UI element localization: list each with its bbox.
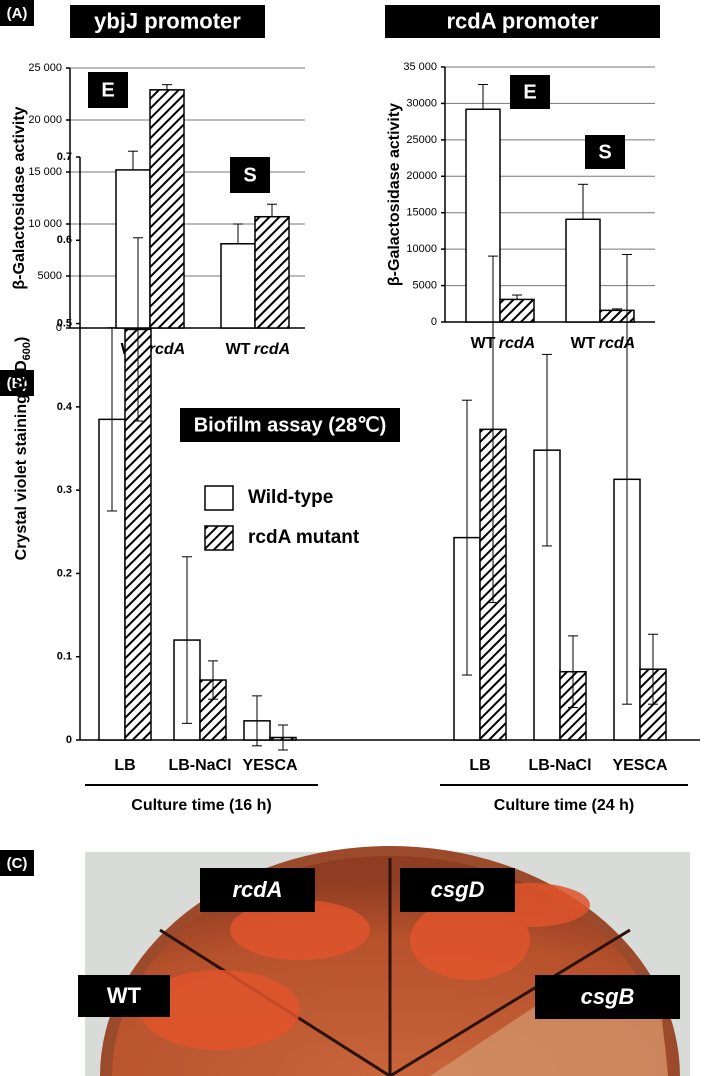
x-tick-label: WT <box>571 335 596 352</box>
x-tick-label: WT <box>226 341 251 358</box>
category-label: S <box>243 164 256 186</box>
y-tick-label: 20000 <box>406 170 437 182</box>
label-box <box>200 868 315 912</box>
y-tick-label: 10 000 <box>28 218 62 230</box>
x-tick-label: LB-NaCl <box>528 757 591 774</box>
bar <box>254 215 290 329</box>
bar <box>149 89 185 329</box>
label-box <box>585 135 625 169</box>
label-box <box>535 975 680 1019</box>
x-tick-label: LB <box>114 757 135 774</box>
x-tick-label: rcdA <box>499 335 535 352</box>
y-tick-label: 0.2 <box>57 567 72 579</box>
x-tick-label: rcdA <box>254 341 290 358</box>
label-box <box>78 975 170 1017</box>
y-tick-label: 0.6 <box>57 234 72 246</box>
bar <box>465 108 501 323</box>
legend-label: Wild-type <box>248 487 333 508</box>
y-axis-label-part: Crystal violet staining (OD <box>13 360 30 560</box>
panel-label: (A) <box>7 5 28 22</box>
label-box <box>88 72 128 108</box>
x-tick-label: LB <box>469 757 490 774</box>
y-tick-label: 0.3 <box>57 484 72 496</box>
legend-swatch <box>204 485 234 511</box>
category-label: E <box>523 81 536 103</box>
y-tick-label: 25 000 <box>28 62 62 74</box>
panel-label: (B) <box>7 375 28 392</box>
y-axis-label-part: ) <box>13 337 30 342</box>
category-label: S <box>598 141 611 163</box>
x-tick-label: WT <box>471 335 496 352</box>
strain-label: WT <box>107 983 142 1008</box>
y-tick-label: 0.1 <box>57 651 72 663</box>
label-box <box>385 5 660 38</box>
bar <box>599 309 635 323</box>
y-tick-label: 15 000 <box>28 166 62 178</box>
x-tick-label: rcdA <box>599 335 635 352</box>
y-tick-label: 15000 <box>406 207 437 219</box>
y-tick-label: 0.5 <box>57 317 72 329</box>
y-tick-label: 20 000 <box>28 114 62 126</box>
label-box <box>400 868 515 912</box>
y-tick-label: 0.4 <box>57 401 73 413</box>
panel-label: (C) <box>7 855 28 872</box>
label-box <box>70 5 265 38</box>
y-tick-label: 35 000 <box>403 61 437 73</box>
strain-label: csgD <box>431 877 485 902</box>
legend-swatch <box>204 525 234 551</box>
y-axis-label: β-Galactosidase activity <box>386 103 403 286</box>
panel-label-box <box>0 850 34 876</box>
x-tick-label: rcdA <box>149 341 185 358</box>
y-axis-label-part: 600 <box>21 342 33 360</box>
y-tick-label: 25000 <box>406 134 437 146</box>
y-tick-label: 10000 <box>406 243 437 255</box>
y-tick-label: 0 <box>66 734 72 746</box>
bar <box>220 243 256 329</box>
bar <box>499 298 535 323</box>
group-label: Culture time (24 h) <box>494 797 634 814</box>
y-tick-label: 30000 <box>406 97 437 109</box>
y-tick-label: 0 <box>56 322 62 334</box>
strain-label: csgB <box>581 984 635 1009</box>
bar <box>565 218 601 323</box>
panel-label-box <box>0 0 34 26</box>
category-label: E <box>101 79 114 101</box>
chart-title: ybjJ promoter <box>94 8 241 33</box>
y-tick-label: 0 <box>431 316 437 328</box>
x-tick-label: YESCA <box>612 757 668 774</box>
label-box <box>180 408 400 442</box>
y-tick-label: 5000 <box>413 279 437 291</box>
label-box <box>510 75 550 109</box>
chart-title: Biofilm assay (28℃) <box>194 414 387 436</box>
x-tick-label: YESCA <box>242 757 298 774</box>
plate-photo <box>85 846 690 1076</box>
bar <box>115 169 151 329</box>
y-axis-label: β-Galactosidase activity <box>11 106 28 289</box>
y-tick-label: 0.7 <box>57 151 72 163</box>
chart-title: rcdA promoter <box>447 8 599 33</box>
strain-label: rcdA <box>232 877 282 902</box>
group-label: Culture time (16 h) <box>131 797 271 814</box>
x-tick-label: LB-NaCl <box>168 757 231 774</box>
y-tick-label: 5000 <box>38 270 62 282</box>
label-box <box>230 157 270 193</box>
y-axis-label: Crystal violet staining (OD600) <box>13 337 33 561</box>
legend-label: rcdA mutant <box>248 527 360 548</box>
panel-label-box <box>0 370 34 396</box>
